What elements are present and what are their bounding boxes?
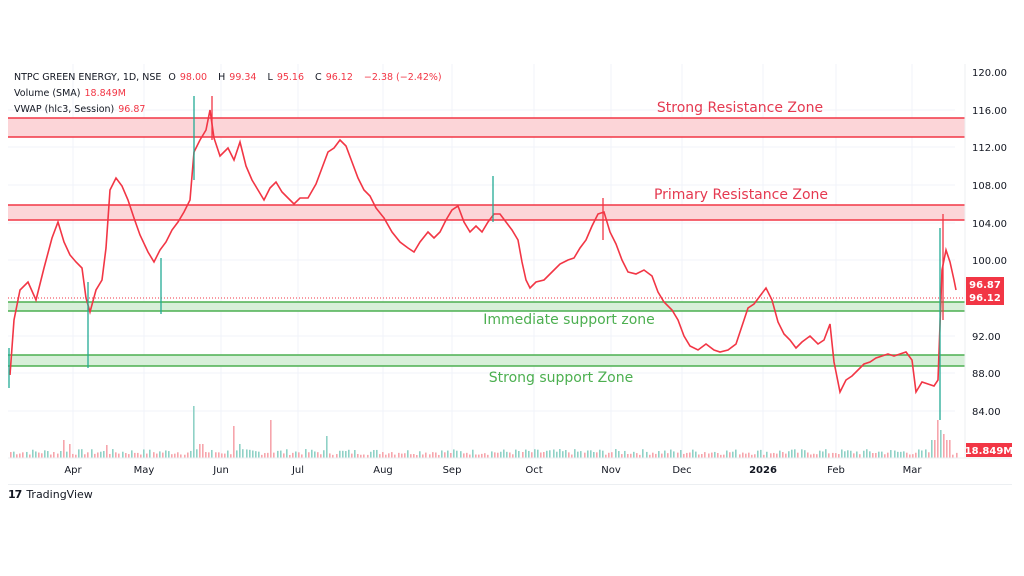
svg-text:Dec: Dec bbox=[672, 465, 691, 476]
ohlc-row: NTPC GREEN ENERGY, 1D, NSE O 98.00 H 99.34… bbox=[14, 70, 446, 86]
strong-support-label: Strong support Zone bbox=[489, 370, 633, 386]
time-axis[interactable]: Apr May Jun Jul Aug Sep Oct Nov Dec 2026… bbox=[8, 457, 1012, 476]
svg-text:Jun: Jun bbox=[212, 465, 229, 476]
volume-bars bbox=[10, 406, 958, 458]
symbol-title[interactable]: NTPC GREEN ENERGY, 1D, NSE bbox=[14, 72, 162, 83]
price-axis[interactable]: 120.00 116.00 112.00 108.00 104.00 100.0… bbox=[964, 64, 1014, 458]
vwap-row[interactable]: VWAP (hlc3, Session) 96.87 bbox=[14, 104, 146, 115]
vwap-price-tag bbox=[966, 277, 1004, 305]
close-value: C 96.12 bbox=[315, 72, 353, 83]
chart-legend: NTPC GREEN ENERGY, 1D, NSE O 98.00 H 99.34… bbox=[14, 70, 446, 118]
candles[interactable] bbox=[9, 109, 957, 395]
svg-text:Nov: Nov bbox=[601, 465, 621, 476]
svg-text:104.00: 104.00 bbox=[972, 219, 1007, 230]
svg-text:Mar: Mar bbox=[903, 465, 923, 476]
vwap-tag-text: 96.87 bbox=[969, 280, 1001, 291]
svg-text:Aug: Aug bbox=[373, 465, 393, 476]
change-value: −2.38 (−2.42%) bbox=[363, 72, 442, 83]
svg-text:Sep: Sep bbox=[443, 465, 462, 476]
tradingview-logo[interactable]: 17 TradingView bbox=[8, 488, 93, 501]
volume-tag-text: 18.849M bbox=[965, 446, 1014, 457]
immediate-support-zone[interactable] bbox=[8, 301, 965, 312]
svg-text:Feb: Feb bbox=[827, 465, 845, 476]
svg-text:88.00: 88.00 bbox=[972, 369, 1001, 380]
svg-text:120.00: 120.00 bbox=[972, 68, 1007, 79]
svg-text:116.00: 116.00 bbox=[972, 106, 1007, 117]
primary-resistance-label: Primary Resistance Zone bbox=[654, 187, 828, 203]
svg-text:112.00: 112.00 bbox=[972, 143, 1007, 154]
notable-wicks bbox=[8, 96, 944, 420]
strong-resistance-label: Strong Resistance Zone bbox=[657, 100, 823, 116]
high-value: H 99.34 bbox=[218, 72, 257, 83]
strong-support-zone[interactable] bbox=[8, 354, 965, 367]
vwap-value: 96.87 bbox=[118, 104, 146, 115]
strong-resistance-zone[interactable] bbox=[8, 117, 965, 138]
tradingview-text: TradingView bbox=[26, 488, 93, 501]
volume-row[interactable]: Volume (SMA) 18.849M bbox=[14, 88, 126, 99]
svg-text:100.00: 100.00 bbox=[972, 256, 1007, 267]
volume-tag bbox=[966, 443, 1012, 457]
immediate-support-label: Immediate support zone bbox=[483, 312, 655, 328]
open-value: O 98.00 bbox=[168, 72, 208, 83]
primary-resistance-zone[interactable] bbox=[8, 204, 965, 221]
svg-text:Apr: Apr bbox=[64, 465, 82, 476]
low-value: L 95.16 bbox=[267, 72, 305, 83]
svg-text:Oct: Oct bbox=[525, 465, 542, 476]
close-tag-text: 96.12 bbox=[969, 293, 1001, 304]
svg-text:84.00: 84.00 bbox=[972, 407, 1001, 418]
svg-text:Jul: Jul bbox=[291, 465, 304, 476]
tradingview-mark-icon: 17 bbox=[8, 488, 22, 501]
svg-text:92.00: 92.00 bbox=[972, 332, 1001, 343]
svg-text:108.00: 108.00 bbox=[972, 181, 1007, 192]
svg-text:2026: 2026 bbox=[749, 465, 777, 476]
volume-value: 18.849M bbox=[84, 88, 126, 99]
svg-text:May: May bbox=[134, 465, 155, 476]
